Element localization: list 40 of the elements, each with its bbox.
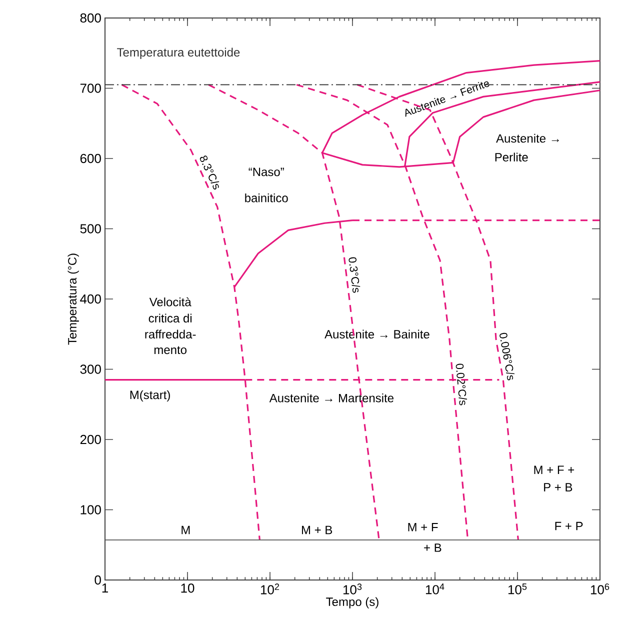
y-tick-label: 800 — [80, 13, 101, 23]
annotation: bainitico — [245, 193, 288, 202]
x-tick-label: 10$^{2}$ — [260, 584, 280, 594]
annotation: P + B — [544, 483, 572, 492]
y-tick-label: 0 — [94, 575, 101, 585]
annotation: Austenite → — [496, 134, 559, 143]
text: 0.3°C/s — [348, 257, 360, 293]
y-tick-label: 400 — [80, 294, 101, 304]
annotation: Austenite → Bainite — [324, 330, 430, 339]
y-tick-label: 600 — [80, 154, 101, 164]
x-tick-label: 10$^{3}$ — [343, 584, 362, 594]
ref-line-label: Temperatura eutettoide — [117, 48, 240, 59]
annotation: “Naso” — [248, 168, 284, 176]
text: 0.006°C/s — [500, 332, 515, 380]
annotation: M + B — [302, 526, 332, 534]
y-tick-label: 100 — [80, 505, 101, 514]
y-axis-title: Temperatura (°C) — [68, 254, 79, 345]
annotation: M(start) — [130, 390, 170, 402]
annotation: raffredda- — [145, 330, 196, 339]
y-tick-label: 300 — [80, 364, 101, 374]
x-tick-label: 10 — [181, 584, 194, 593]
annotation: M + F — [408, 523, 438, 532]
x-tick-label: 1 — [102, 584, 108, 592]
text: 0.02°C/s — [456, 364, 468, 406]
annotation: F + P — [555, 522, 583, 530]
annotation: + B — [424, 544, 442, 552]
x-tick-label: 10$^{6}$ — [590, 584, 610, 594]
annotation: Velocità — [149, 297, 192, 306]
annotation: critica di — [148, 314, 192, 323]
annotation: M + F + — [534, 466, 574, 474]
y-tick-label: 500 — [80, 224, 101, 234]
x-tick-label: 10$^{5}$ — [508, 584, 527, 594]
x-tick-label: 10$^{4}$ — [426, 584, 444, 594]
annotation: Austenite → Martensite — [269, 394, 394, 402]
x-axis-title: Tempo (s) — [326, 597, 378, 608]
y-tick-label: 700 — [80, 84, 101, 93]
annotation: Perlite — [495, 152, 528, 162]
annotation: M — [182, 526, 190, 534]
annotation: mento — [154, 346, 186, 354]
y-tick-label: 200 — [80, 434, 101, 444]
